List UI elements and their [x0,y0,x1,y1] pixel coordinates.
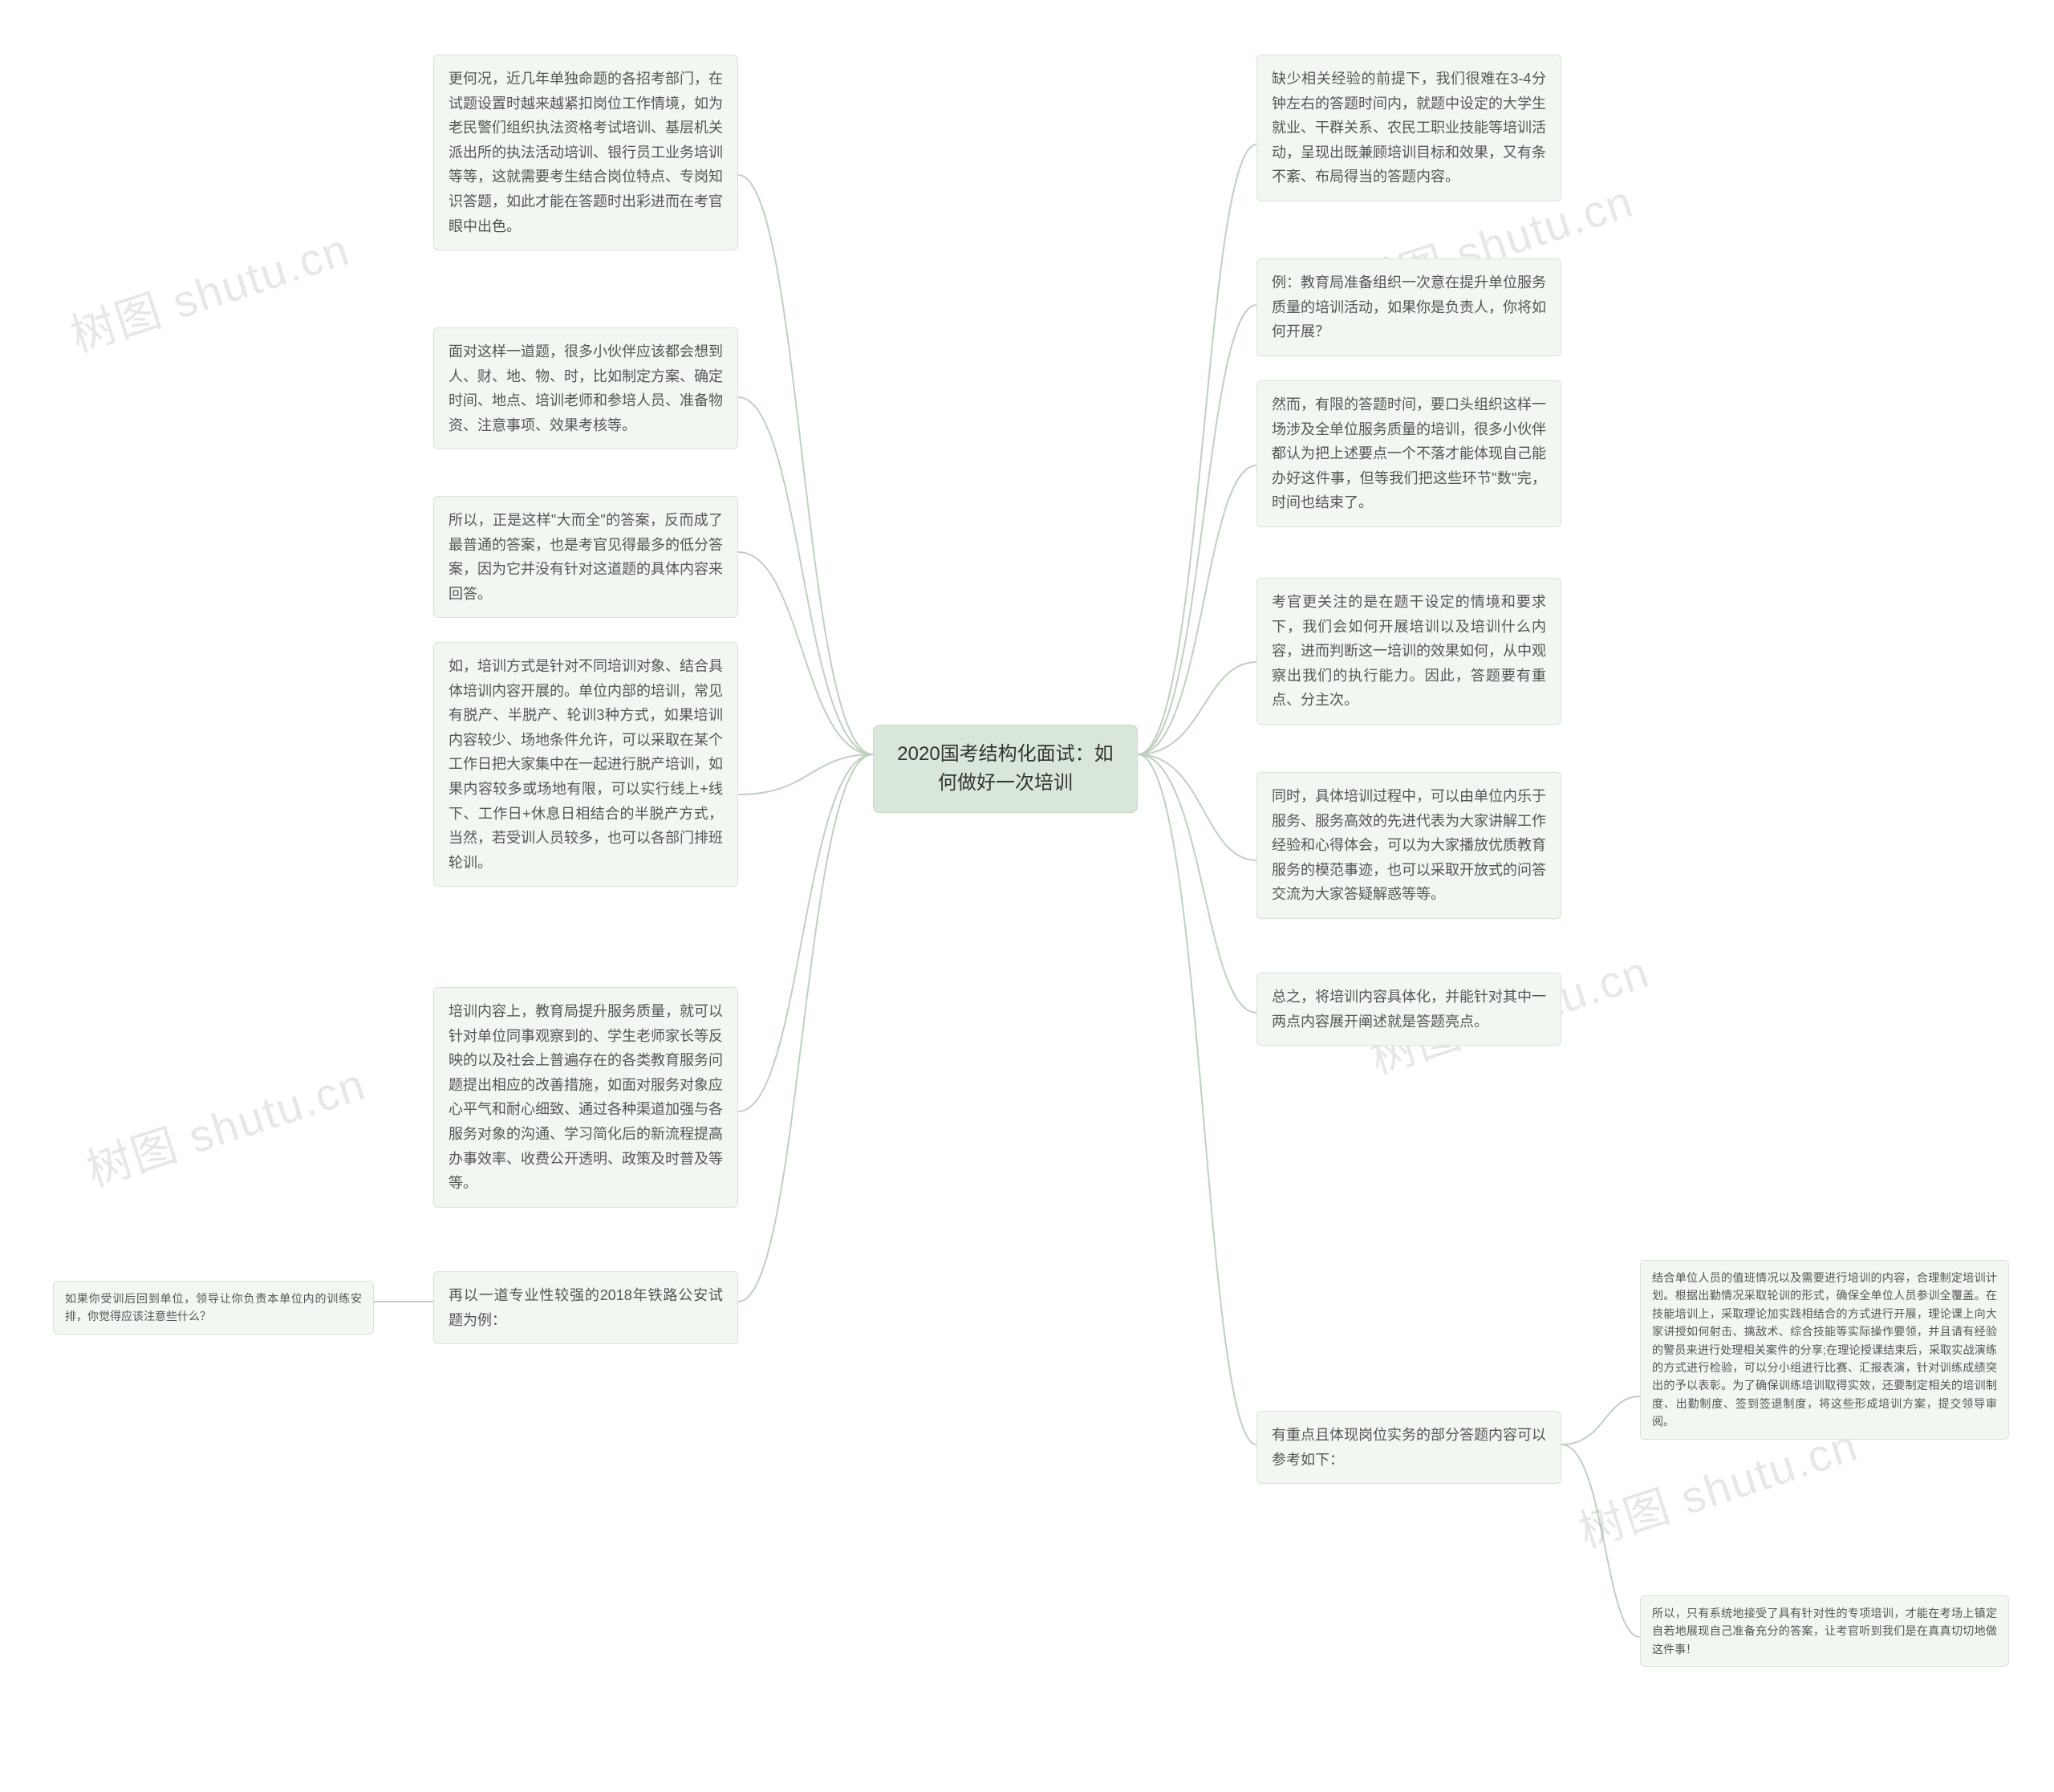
connector [1561,1396,1640,1445]
right-node-6[interactable]: 总之，将培训内容具体化，并能针对其中一两点内容展开阐述就是答题亮点。 [1256,973,1561,1046]
right-node-7[interactable]: 有重点且体现岗位实务的部分答题内容可以参考如下： [1256,1411,1561,1484]
left-node-1[interactable]: 更何况，近几年单独命题的各招考部门，在试题设置时越来越紧扣岗位工作情境，如为老民… [433,55,738,250]
connector [738,754,873,794]
right-subnode-7a[interactable]: 结合单位人员的值班情况以及需要进行培训的内容，合理制定培训计划。根据出勤情况采取… [1640,1260,2009,1440]
connector-layer [0,0,2054,1792]
node-text: 缺少相关经验的前提下，我们很难在3-4分钟左右的答题时间内，就题中设定的大学生就… [1272,71,1546,185]
node-text: 培训内容上，教育局提升服务质量，就可以针对单位同事观察到的、学生老师家长等反映的… [449,1003,723,1191]
node-text: 面对这样一道题，很多小伙伴应该都会想到人、财、地、物、时，比如制定方案、确定时间… [449,343,723,433]
right-subnode-7b[interactable]: 所以，只有系统地接受了具有针对性的专项培训，才能在考场上镇定自若地展现自己准备充… [1640,1595,2009,1667]
left-subnode-6a[interactable]: 如果你受训后回到单位，领导让你负责本单位内的训练安排，你觉得应该注意些什么？ [53,1281,374,1335]
node-text: 所以，只有系统地接受了具有针对性的专项培训，才能在考场上镇定自若地展现自己准备充… [1652,1607,1997,1656]
right-node-2[interactable]: 例：教育局准备组织一次意在提升单位服务质量的培训活动，如果你是负责人，你将如何开… [1256,258,1561,356]
connector [738,175,873,754]
node-text: 所以，正是这样"大而全"的答案，反而成了最普通的答案，也是考官见得最多的低分答案… [449,512,723,602]
mindmap-canvas: 树图 shutu.cn 树图 shutu.cn 树图 shutu.cn 树图 s… [0,0,2054,1792]
connector [1138,144,1256,754]
connector [1138,754,1256,860]
connector [1138,754,1256,1013]
node-text: 如果你受训后回到单位，领导让你负责本单位内的训练安排，你觉得应该注意些什么？ [65,1292,362,1323]
watermark: 树图 shutu.cn [77,1048,373,1200]
left-node-4[interactable]: 如，培训方式是针对不同培训对象、结合具体培训内容开展的。单位内部的培训，常见有脱… [433,642,738,887]
connector [1138,754,1256,1445]
left-node-6[interactable]: 再以一道专业性较强的2018年铁路公安试题为例： [433,1271,738,1344]
node-text: 结合单位人员的值班情况以及需要进行培训的内容，合理制定培训计划。根据出勤情况采取… [1652,1271,1997,1428]
center-node[interactable]: 2020国考结构化面试：如何做好一次培训 [873,725,1138,813]
connector [738,552,873,754]
left-node-3[interactable]: 所以，正是这样"大而全"的答案，反而成了最普通的答案，也是考官见得最多的低分答案… [433,496,738,618]
connector [738,754,873,1302]
node-text: 然而，有限的答题时间，要口头组织这样一场涉及全单位服务质量的培训，很多小伙伴都认… [1272,396,1546,510]
node-text: 如，培训方式是针对不同培训对象、结合具体培训内容开展的。单位内部的培训，常见有脱… [449,658,723,871]
connector [1138,305,1256,754]
node-text: 再以一道专业性较强的2018年铁路公安试题为例： [449,1287,723,1328]
center-node-label: 2020国考结构化面试：如何做好一次培训 [897,743,1113,794]
right-node-4[interactable]: 考官更关注的是在题干设定的情境和要求下，我们会如何开展培训以及培训什么内容，进而… [1256,578,1561,725]
left-node-5[interactable]: 培训内容上，教育局提升服务质量，就可以针对单位同事观察到的、学生老师家长等反映的… [433,987,738,1208]
connector [1561,1445,1640,1637]
watermark: 树图 shutu.cn [61,213,357,365]
connector [1138,662,1256,754]
right-node-1[interactable]: 缺少相关经验的前提下，我们很难在3-4分钟左右的答题时间内，就题中设定的大学生就… [1256,55,1561,201]
node-text: 有重点且体现岗位实务的部分答题内容可以参考如下： [1272,1427,1546,1468]
right-node-5[interactable]: 同时，具体培训过程中，可以由单位内乐于服务、服务高效的先进代表为大家讲解工作经验… [1256,772,1561,919]
node-text: 同时，具体培训过程中，可以由单位内乐于服务、服务高效的先进代表为大家讲解工作经验… [1272,788,1546,902]
node-text: 更何况，近几年单独命题的各招考部门，在试题设置时越来越紧扣岗位工作情境，如为老民… [449,71,723,234]
node-text: 考官更关注的是在题干设定的情境和要求下，我们会如何开展培训以及培训什么内容，进而… [1272,594,1546,708]
left-node-2[interactable]: 面对这样一道题，很多小伙伴应该都会想到人、财、地、物、时，比如制定方案、确定时间… [433,327,738,449]
right-node-3[interactable]: 然而，有限的答题时间，要口头组织这样一场涉及全单位服务质量的培训，很多小伙伴都认… [1256,380,1561,527]
node-text: 总之，将培训内容具体化，并能针对其中一两点内容展开阐述就是答题亮点。 [1272,989,1546,1030]
connector [1138,465,1256,754]
connector [738,397,873,754]
node-text: 例：教育局准备组织一次意在提升单位服务质量的培训活动，如果你是负责人，你将如何开… [1272,274,1546,339]
connector [738,754,873,1111]
